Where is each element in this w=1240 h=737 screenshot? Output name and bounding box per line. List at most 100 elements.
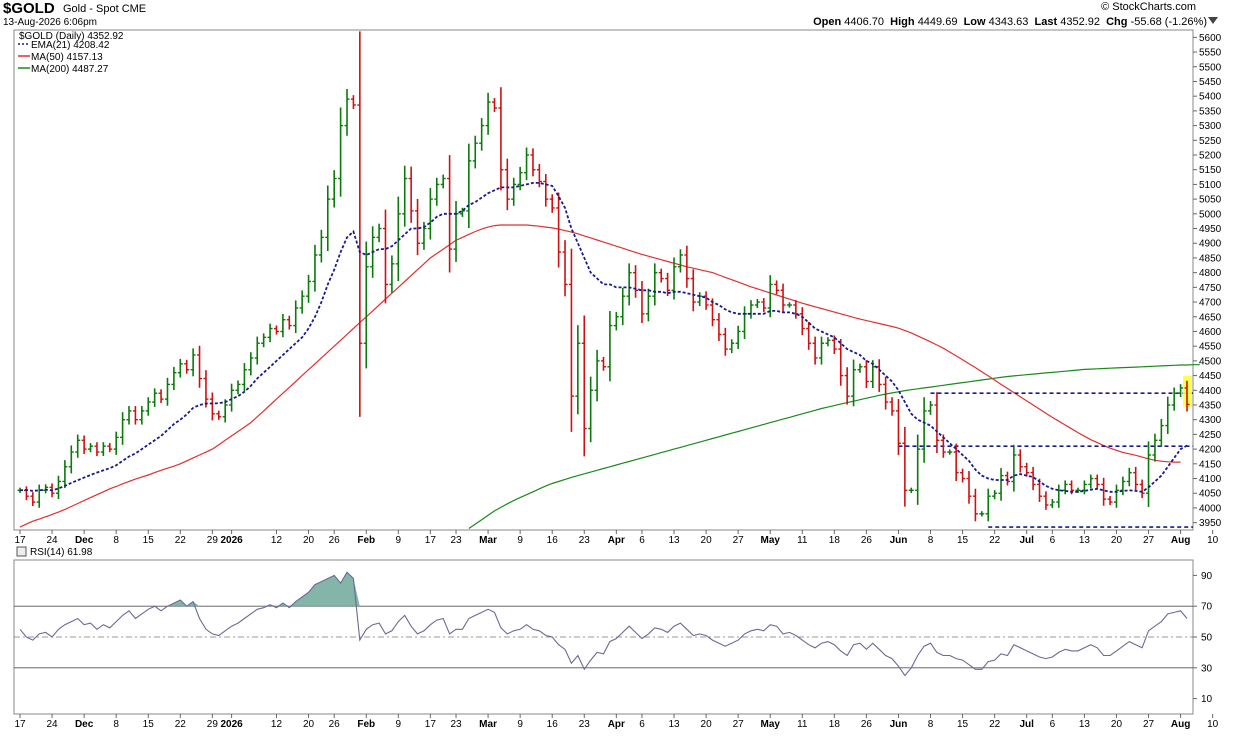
price-y-tick-label: 4150 [1199,459,1222,470]
price-x-tick-label: 26 [861,535,873,546]
rsi-x-tick-label: 20 [1111,719,1123,730]
rsi-x-tick-label: 2026 [220,719,243,730]
low-label: Low [963,16,986,28]
rsi-x-tick-label: 18 [829,719,841,730]
rsi-x-tick-label: Apr [608,719,625,730]
price-x-tick-label: 29 [207,535,219,546]
ema21-line [19,182,1188,493]
chg-value: -55.68 (-1.26%) [1130,16,1207,28]
price-x-tick-label: Dec [75,535,94,546]
price-y-tick-label: 4850 [1199,253,1222,264]
rsi-y-tick-label: 90 [1201,571,1213,582]
price-x-tick-label: Feb [357,535,375,546]
price-y-tick-label: 5300 [1199,121,1222,132]
rsi-x-tick-label: Dec [75,719,94,730]
price-y-tick-label: 5000 [1199,209,1222,220]
price-x-tick-label: Aug [1171,535,1190,546]
symbol-description: Gold - Spot CME [63,3,147,15]
price-y-tick-label: 4000 [1199,503,1222,514]
quote-bar: Open 4406.70 High 4449.69 Low 4343.63 La… [813,16,1207,28]
price-x-tick-label: 18 [829,535,841,546]
price-y-tick-label: 5200 [1199,151,1222,162]
rsi-x-tick-label: 6 [639,719,645,730]
price-y-tick-label: 4400 [1199,386,1222,397]
price-x-tick-label: 15 [957,535,969,546]
low-value: 4343.63 [988,16,1029,28]
rsi-x-tick-label: 11 [797,719,808,730]
brand-label: © StockCharts.com [1101,1,1196,13]
rsi-x-tick-label: Mar [479,719,497,730]
price-y-tick-label: 5400 [1199,92,1222,103]
price-x-tick-label: 11 [797,535,808,546]
price-y-tick-label: 4550 [1199,342,1222,353]
price-x-tick-label: 27 [1143,535,1155,546]
high-label: High [890,16,915,28]
chevron-down-icon[interactable] [1208,17,1218,24]
rsi-x-tick-label: Feb [357,719,375,730]
price-y-tick-label: 4600 [1199,327,1222,338]
legend-ma50: MA(50) 4157.13 [31,52,103,63]
price-y-tick-label: 3950 [1199,518,1222,529]
price-y-tick-label: 4900 [1199,239,1222,250]
price-x-tick-label: 16 [547,535,559,546]
rsi-x-tick-label: 9 [517,719,523,730]
price-x-tick-label: Jun [890,535,908,546]
price-y-tick-label: 5550 [1199,48,1222,59]
rsi-x-tick-label: 17 [425,719,437,730]
ma50-line [19,224,1181,528]
price-x-tick-label: 13 [1079,535,1091,546]
rsi-x-tick-label: 6 [1050,719,1056,730]
rsi-settings-icon [16,546,27,557]
price-x-tick-label: Jul [1019,535,1034,546]
price-x-tick-label: Mar [479,535,497,546]
last-value: 4352.92 [1060,16,1100,28]
rsi-x-tick-label: 29 [207,719,219,730]
price-y-tick-label: 4200 [1199,445,1222,456]
rsi-x-tick-label: 27 [733,719,745,730]
price-y-tick-label: 4350 [1199,401,1222,412]
rsi-x-tick-label: 24 [46,719,58,730]
rsi-x-tick-label: 17 [14,719,26,730]
price-y-tick-label: 4300 [1199,415,1222,426]
price-x-tick-label: Apr [608,535,625,546]
price-x-tick-label: 20 [1111,535,1123,546]
rsi-x-tick-label: 13 [1079,719,1091,730]
open-value: 4406.70 [844,16,885,28]
open-label: Open [813,16,842,28]
price-y-tick-label: 4100 [1199,474,1222,485]
legend-rsi: RSI(14) 61.98 [30,547,93,558]
price-x-tick-label: 20 [303,535,315,546]
price-x-tick-label: 27 [733,535,745,546]
rsi-x-tick-label: 27 [1143,719,1155,730]
price-y-tick-label: 5500 [1199,62,1222,73]
legend-main: $GOLD (Daily) 4352.92 [19,31,124,42]
price-x-tick-label: 17 [425,535,437,546]
price-x-tick-label: 23 [579,535,591,546]
chart-header: $GOLD Gold - Spot CME 13-Aug-2026 6:06pm… [0,0,1240,30]
rsi-x-tick-label: 23 [579,719,591,730]
price-y-tick-label: 5150 [1199,165,1222,176]
price-y-tick-label: 5050 [1199,195,1222,206]
price-x-tick-label: 12 [271,535,283,546]
price-y-tick-label: 4450 [1199,371,1222,382]
last-label: Last [1034,16,1058,28]
price-x-tick-label: 10 [1207,535,1219,546]
rsi-x-tick-label: 26 [329,719,341,730]
price-x-tick-label: 2026 [220,535,243,546]
symbol-title: $GOLD [3,0,55,17]
price-x-tick-label: 6 [639,535,645,546]
price-x-tick-label: 23 [450,535,462,546]
price-x-tick-label: 9 [396,535,402,546]
rsi-x-tick-label: 22 [175,719,187,730]
chg-label: Chg [1106,16,1128,28]
price-x-tick-label: 17 [14,535,26,546]
price-y-tick-label: 5350 [1199,106,1222,117]
ma200-line [468,364,1200,529]
rsi-x-tick-label: 13 [668,719,680,730]
rsi-y-tick-label: 50 [1201,633,1213,644]
rsi-x-tick-label: Aug [1171,719,1190,730]
price-y-tick-label: 4500 [1199,356,1222,367]
price-y-tick-label: 4750 [1199,283,1222,294]
price-y-tick-label: 4700 [1199,298,1222,309]
rsi-x-tick-label: 8 [928,719,934,730]
